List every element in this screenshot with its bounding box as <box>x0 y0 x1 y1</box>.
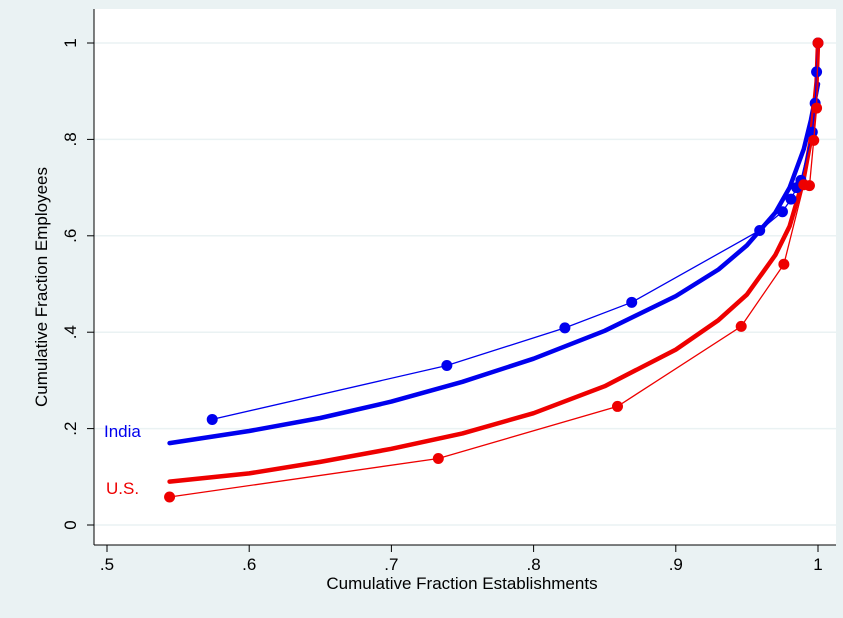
u-s-data-point <box>164 491 176 503</box>
data-series <box>164 37 824 503</box>
u-s-data-point <box>778 258 790 270</box>
x-tick-label: 1 <box>813 555 822 574</box>
u-s-series-label: U.S. <box>106 479 139 498</box>
india-data-point <box>785 193 797 205</box>
y-tick-label: .6 <box>61 229 80 243</box>
india-data-point <box>776 206 788 218</box>
india-data-point <box>206 413 218 425</box>
y-tick-label: .4 <box>61 325 80 339</box>
axes: 0 .2 .4 .6 .8 1 .5 .6 .7 .8 .9 1 <box>61 9 836 574</box>
u-s-data-point <box>735 320 747 332</box>
x-axis-label: Cumulative Fraction Establishments <box>326 574 597 593</box>
u-s-data-point <box>432 452 444 464</box>
u-s-data-line <box>169 42 819 498</box>
x-tick-label: .7 <box>384 555 398 574</box>
india-data-point <box>559 322 571 334</box>
u-s-data-point <box>611 400 623 412</box>
u-s-data-point <box>803 180 815 192</box>
x-tick-label: .9 <box>669 555 683 574</box>
y-tick-label: 1 <box>61 38 80 47</box>
india-data-point <box>754 224 766 236</box>
u-s-data-point <box>812 37 824 49</box>
india-series-label: India <box>104 422 141 441</box>
y-tick-label: 0 <box>61 520 80 529</box>
x-tick-label: .5 <box>100 555 114 574</box>
plot-area <box>94 9 836 545</box>
u-s-data-point <box>811 102 823 114</box>
series-labels: India U.S. <box>104 422 141 498</box>
grid-lines <box>94 42 836 526</box>
u-s-data-point <box>808 134 820 146</box>
y-tick-label: .2 <box>61 422 80 436</box>
india-fit-curve <box>167 81 821 446</box>
u-s-fit-curve <box>167 40 821 484</box>
india-data-point <box>626 296 638 308</box>
y-axis-label: Cumulative Fraction Employees <box>32 167 51 407</box>
x-tick-label: .8 <box>527 555 541 574</box>
y-tick-label: .8 <box>61 132 80 146</box>
india-data-point <box>441 359 453 371</box>
x-tick-label: .6 <box>242 555 256 574</box>
india-data-point <box>811 66 823 78</box>
fitted-curves <box>167 40 821 484</box>
